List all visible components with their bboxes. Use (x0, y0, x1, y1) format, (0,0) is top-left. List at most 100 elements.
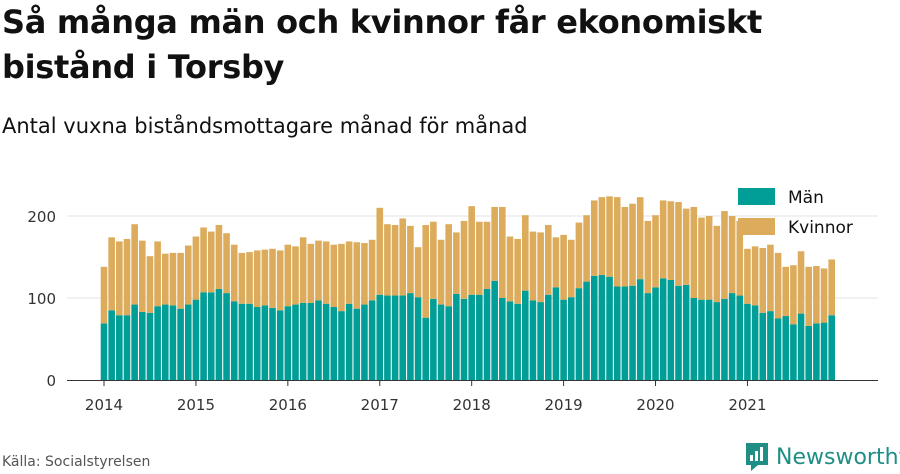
bar-man (797, 313, 805, 380)
bar-man (567, 297, 575, 380)
bar-kvinnor (705, 216, 713, 300)
bar-kvinnor (468, 206, 475, 295)
bar-man (751, 305, 759, 380)
bar-kvinnor (445, 224, 452, 307)
y-tick-label: 100 (27, 290, 56, 308)
bar-kvinnor (361, 243, 368, 305)
bar-kvinnor (414, 247, 422, 298)
bar-man (621, 286, 629, 380)
bar-kvinnor (200, 227, 207, 293)
bar-kvinnor (529, 231, 537, 301)
bar-man (828, 315, 835, 380)
bar-man (728, 293, 736, 380)
bar-man (713, 302, 721, 380)
bar-man (675, 285, 682, 380)
x-tick-label: 2020 (636, 396, 674, 414)
bar-kvinnor (598, 197, 606, 276)
bar-man (330, 307, 338, 380)
bar-man (391, 295, 399, 380)
bar-kvinnor (246, 252, 253, 304)
bar-kvinnor (774, 252, 782, 319)
bar-kvinnor (636, 197, 644, 280)
bar-kvinnor (399, 218, 407, 296)
bar-kvinnor (460, 220, 468, 299)
x-tick-label: 2015 (177, 396, 215, 414)
bar-kvinnor (522, 215, 529, 291)
bar-kvinnor (177, 252, 184, 309)
bar-man (276, 310, 284, 380)
bar-kvinnor (713, 225, 721, 303)
bar-man (154, 306, 161, 380)
bar-kvinnor (407, 225, 414, 294)
newsworthy-logo-icon (746, 443, 768, 471)
bar-man (767, 311, 774, 380)
bar-man (445, 306, 452, 380)
bar-kvinnor (116, 241, 123, 316)
bar-kvinnor (230, 244, 238, 302)
bar-man (491, 280, 498, 380)
bar-man (223, 293, 230, 380)
bar-man (177, 308, 184, 380)
bar-man (790, 324, 797, 380)
bar-kvinnor (430, 221, 437, 299)
bar-man (292, 304, 299, 380)
x-tick-label: 2019 (545, 396, 583, 414)
bar-man (460, 298, 468, 380)
bar-man (384, 295, 391, 380)
bar-kvinnor (537, 232, 544, 303)
bar-man (284, 306, 292, 380)
bar-kvinnor (330, 244, 338, 308)
x-tick-label: 2017 (361, 396, 399, 414)
bar-kvinnor (575, 222, 583, 289)
bar-kvinnor (453, 232, 460, 294)
bar-man (338, 311, 345, 380)
bar-kvinnor (629, 203, 636, 286)
bar-man (169, 305, 177, 380)
bar-kvinnor (652, 215, 659, 288)
bar-kvinnor (315, 240, 322, 301)
bar-kvinnor (728, 216, 736, 294)
bar-kvinnor (560, 234, 567, 300)
bar-kvinnor (613, 197, 621, 287)
newsworthy-brand: Newsworthy (744, 440, 900, 474)
bar-kvinnor (215, 225, 223, 289)
bar-kvinnor (506, 236, 514, 302)
bar-man (161, 304, 169, 380)
bar-man (468, 294, 475, 380)
bar-man (246, 303, 253, 380)
bar-kvinnor (131, 224, 138, 305)
bars (100, 196, 835, 380)
bar-kvinnor (269, 248, 276, 308)
bar-man (583, 281, 590, 380)
legend: Män Kvinnor (738, 188, 853, 238)
x-tick-label: 2018 (453, 396, 491, 414)
bar-man (644, 293, 652, 380)
bar-man (560, 299, 567, 380)
bar-kvinnor (744, 248, 751, 304)
bar-kvinnor (797, 251, 805, 314)
bar-kvinnor (299, 237, 307, 303)
bar-kvinnor (544, 225, 552, 295)
bar-man (529, 300, 537, 380)
bar-man (269, 307, 276, 380)
bar-kvinnor (322, 241, 330, 304)
chart-title: Så många män och kvinnor får ekonomiskt … (2, 3, 763, 86)
bar-man (590, 275, 598, 380)
bar-kvinnor (476, 221, 483, 295)
bar-man (407, 293, 414, 380)
bar-kvinnor (583, 215, 590, 282)
bar-man (636, 279, 644, 380)
bar-man (805, 325, 813, 380)
bar-man (414, 297, 422, 380)
bar-man (123, 315, 131, 380)
bar-kvinnor (736, 220, 744, 296)
bar-man (598, 275, 606, 380)
bar-man (108, 310, 115, 380)
bar-man (261, 305, 269, 380)
bar-kvinnor (422, 225, 430, 318)
bar-man (476, 294, 483, 380)
bar-kvinnor (307, 243, 315, 303)
bar-man (184, 304, 192, 380)
bar-kvinnor (644, 220, 652, 294)
